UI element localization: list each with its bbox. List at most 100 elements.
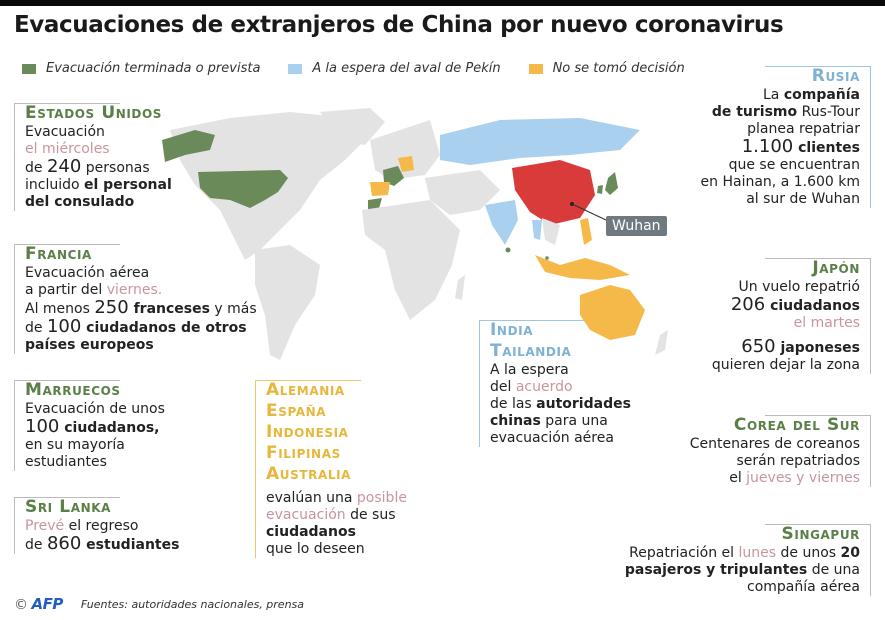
panel-text: quieren dejar la zona (711, 357, 860, 373)
panel-text: Repatriación el lunes de unos 20 (629, 545, 860, 561)
panel-text: de 100 ciudadanos de otros (25, 316, 247, 337)
panel-heading: Australia (266, 464, 352, 484)
panel-heading: Sri Lanka (25, 497, 112, 517)
footer: © AFP Fuentes: autoridades nacionales, p… (14, 595, 304, 613)
legend-label: No se tomó decisión (552, 61, 685, 76)
panel-text: en su mayoría (25, 437, 125, 453)
panel-south-korea: Corea del Sur Centenares de coreanos ser… (650, 415, 871, 487)
panel-text: ciudadanos (266, 524, 356, 540)
panel-sri-lanka: Sri Lanka Prevé el regreso de 860 estudi… (14, 497, 225, 554)
panel-india-thailand: India Tailandia A la espera del acuerdo … (479, 320, 660, 447)
legend-item-awaiting: A la espera del aval de Pekín (288, 61, 501, 76)
panel-heading: Japón (812, 258, 860, 278)
panel-text: evalúan una posible (266, 490, 407, 506)
greenland-shape (320, 108, 385, 145)
panel-usa: Estados Unidos Evacuación el miércoles d… (14, 103, 225, 211)
panel-japan: Japón Un vuelo repatrió 206 ciudadanos e… (670, 258, 871, 374)
panel-text: serán repatriados (736, 453, 860, 469)
panel-text: al sur de Wuhan (746, 191, 860, 207)
afp-logo: © AFP (14, 595, 63, 613)
panel-heading: India (490, 320, 534, 340)
panel-date: el miércoles (25, 141, 110, 157)
legend-swatch-green (22, 63, 36, 74)
top-bar (0, 0, 885, 6)
korea-shape (597, 185, 603, 194)
panel-text: planea repatriar (747, 121, 860, 137)
panel-morocco: Marruecos Evacuación de unos 100 ciudada… (14, 380, 225, 471)
panel-text: 100 ciudadanos, (25, 416, 160, 437)
panel-text: estudiantes (25, 454, 107, 470)
panel-text: que lo deseen (266, 541, 365, 557)
sri-lanka-shape (505, 247, 511, 253)
southeast-asia-shape (542, 218, 560, 245)
panel-text: 650 japoneses (741, 336, 860, 357)
thailand-shape (532, 220, 542, 240)
panel-text: a partir del viernes. (25, 282, 163, 298)
panel-heading: Estados Unidos (25, 103, 163, 123)
panel-heading: España (266, 401, 327, 421)
panel-text: que se encuentran (728, 157, 860, 173)
panel-russia: Rusia La compañía de turismo Rus-Tour pl… (670, 66, 871, 208)
panel-heading: Tailandia (490, 341, 572, 361)
panel-heading: Singapur (781, 524, 860, 544)
panel-text: de turismo Rus-Tour (711, 104, 860, 120)
panel-text: incluido el personal (25, 177, 172, 193)
panel-heading: Filipinas (266, 443, 341, 463)
panel-text: en Hainan, a 1.600 km (700, 174, 860, 190)
legend-swatch-blue (288, 63, 303, 74)
panel-france: Francia Evacuación aérea a partir del vi… (14, 244, 285, 354)
madagascar-shape (455, 275, 465, 300)
panel-heading: Indonesia (266, 422, 349, 442)
france-shape (383, 166, 404, 186)
legend-item-undecided: No se tomó decisión (528, 61, 685, 76)
panel-text: Un vuelo repatrió (738, 279, 860, 295)
panel-heading: Rusia (811, 66, 860, 86)
panel-text: de las autoridades (490, 396, 631, 412)
panel-text: países europeos (25, 337, 154, 353)
legend-label: Evacuación terminada o prevista (46, 61, 261, 76)
panel-text: evacuación aérea (490, 430, 614, 446)
page-title: Evacuaciones de extranjeros de China por… (14, 12, 784, 38)
germany-shape (398, 156, 414, 172)
panel-text: el jueves y viernes (729, 470, 860, 486)
panel-text: del consulado (25, 194, 135, 210)
panel-text: Al menos 250 franceses y más (25, 297, 257, 318)
panel-heading: Marruecos (25, 380, 121, 400)
legend-swatch-orange (528, 63, 543, 74)
legend-item-completed: Evacuación terminada o prevista (22, 61, 260, 76)
wuhan-label: Wuhan (606, 216, 667, 236)
panel-text: de 240 personas (25, 156, 150, 177)
panel-heading: Francia (25, 244, 92, 264)
wuhan-leader-line (571, 203, 607, 221)
europe-shape (370, 120, 440, 180)
china-shape (512, 160, 595, 225)
panel-heading: Corea del Sur (733, 415, 860, 435)
spain-shape (370, 182, 390, 196)
panel-text: Centenares de coreanos (689, 436, 860, 452)
alaska-shape (162, 130, 215, 162)
australia-shape (580, 285, 645, 340)
panel-text: Evacuación de unos (25, 401, 165, 417)
south-america-shape (255, 245, 320, 360)
singapore-marker (545, 256, 549, 260)
panel-undecided: Alemania España Indonesia Filipinas Aust… (255, 380, 466, 558)
middle-east-shape (425, 170, 500, 215)
panel-heading: Alemania (266, 380, 345, 400)
panel-singapore: Singapur Repatriación el lunes de unos 2… (590, 524, 871, 596)
panel-text: compañía aérea (747, 579, 860, 595)
russia-shape (440, 118, 640, 165)
panel-text: La compañía (762, 87, 860, 103)
panel-text: Prevé el regreso (25, 518, 139, 534)
panel-text: Evacuación aérea (25, 265, 150, 281)
panel-text: Evacuación (25, 124, 105, 140)
panel-text: pasajeros y tripulantes de una (624, 562, 860, 578)
india-shape (485, 200, 518, 245)
legend-label: A la espera del aval de Pekín (312, 61, 501, 76)
legend: Evacuación terminada o prevista A la esp… (22, 61, 685, 76)
new-zealand-shape (655, 330, 668, 355)
japan-shape (605, 172, 618, 195)
panel-date: el martes (793, 315, 860, 331)
panel-text: 206 ciudadanos (730, 294, 860, 315)
indonesia-shape (535, 255, 630, 280)
usa-shape (198, 170, 288, 208)
